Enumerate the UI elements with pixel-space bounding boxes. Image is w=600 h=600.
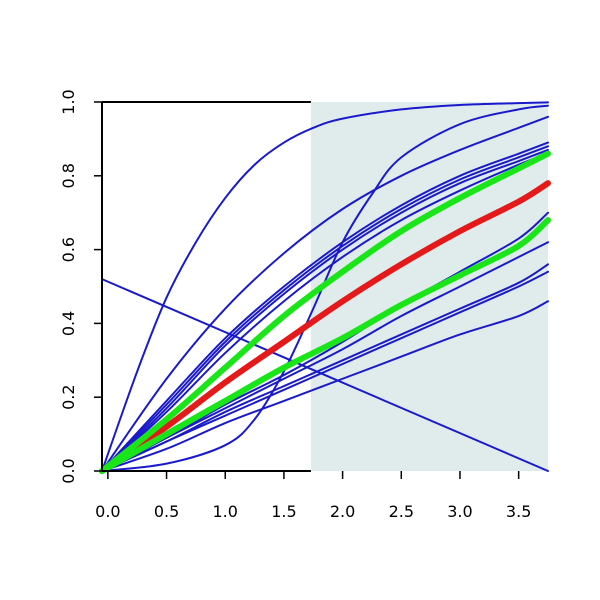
series-line-16	[99, 217, 551, 474]
x-tick-label: 0.5	[154, 502, 179, 521]
x-tick-label: 2.5	[389, 502, 414, 521]
series-line-15	[99, 150, 551, 474]
axis-layer	[101, 101, 311, 472]
series-line-14	[99, 180, 551, 474]
x-tick-label: 0.0	[95, 502, 120, 521]
x-tick-label: 1.5	[271, 502, 296, 521]
series-line-13	[101, 300, 549, 472]
series-line-1	[101, 101, 549, 472]
x-tick-label: 2.0	[330, 502, 355, 521]
x-tick-label: 3.0	[447, 502, 472, 521]
series-line-5	[101, 141, 549, 472]
series-line-4	[101, 278, 549, 472]
y-tick-label: 0.2	[59, 384, 78, 409]
y-tick-label: 1.0	[59, 89, 78, 114]
series-line-3	[101, 115, 549, 472]
series-line-8	[101, 152, 549, 472]
y-tick-label: 0.4	[59, 311, 78, 336]
y-tick-label: 0.0	[59, 458, 78, 483]
series-line-12	[101, 270, 549, 472]
series-line-10	[101, 241, 549, 472]
series-line-7	[101, 148, 549, 472]
tick-layer: 0.0 0.5 1.0 1.5 2.0 2.5 3.0 3.5 0.0 0.2 0.4 0.6 0.8 1…	[59, 89, 531, 521]
x-tick-label: 1.0	[213, 502, 238, 521]
series-layer	[99, 101, 551, 474]
series-line-6	[101, 145, 549, 472]
x-tick-label: 3.5	[506, 502, 531, 521]
y-tick-label: 0.6	[59, 237, 78, 262]
series-line-2	[101, 104, 549, 472]
y-tick-label: 0.8	[59, 163, 78, 188]
